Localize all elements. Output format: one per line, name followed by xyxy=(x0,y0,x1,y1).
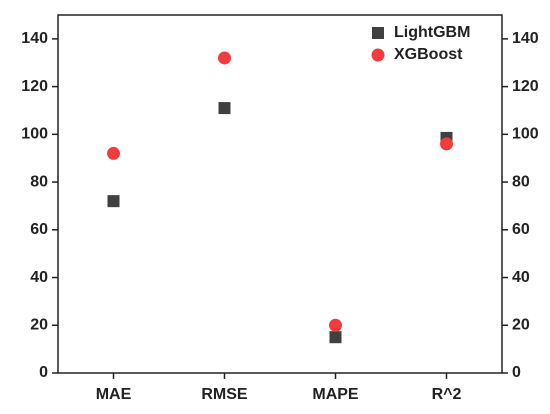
point xyxy=(107,195,120,208)
y2-tick-label: 0 xyxy=(512,364,521,381)
x-tick-label: MAE xyxy=(96,386,132,403)
point xyxy=(218,102,231,115)
point xyxy=(329,331,342,344)
y-tick-label: 20 xyxy=(30,316,48,333)
x-tick-label: R^2 xyxy=(432,386,462,403)
y-tick-label: 40 xyxy=(30,269,48,286)
y2-tick-label: 80 xyxy=(512,173,530,190)
y2-tick-label: 40 xyxy=(512,269,530,286)
legend-marker xyxy=(371,48,385,62)
legend-label: LightGBM xyxy=(394,24,470,41)
y-tick-label: 60 xyxy=(30,221,48,238)
point xyxy=(329,318,342,332)
y2-tick-label: 100 xyxy=(512,126,539,143)
point xyxy=(218,51,231,65)
y-tick-label: 140 xyxy=(21,30,48,47)
x-tick-label: RMSE xyxy=(201,386,248,403)
y-tick-label: 0 xyxy=(39,364,48,381)
point xyxy=(107,146,120,160)
y2-tick-label: 120 xyxy=(512,78,539,95)
y2-tick-label: 140 xyxy=(512,30,539,47)
legend-marker xyxy=(372,27,384,39)
y2-tick-label: 20 xyxy=(512,316,530,333)
y-tick-label: 120 xyxy=(21,78,48,95)
y-tick-label: 100 xyxy=(21,126,48,143)
point xyxy=(440,137,453,151)
y2-tick-label: 60 xyxy=(512,221,530,238)
y-tick-label: 80 xyxy=(30,173,48,190)
x-tick-label: MAPE xyxy=(312,386,359,403)
plot-frame xyxy=(57,14,503,374)
legend-label: XGBoost xyxy=(394,46,463,63)
